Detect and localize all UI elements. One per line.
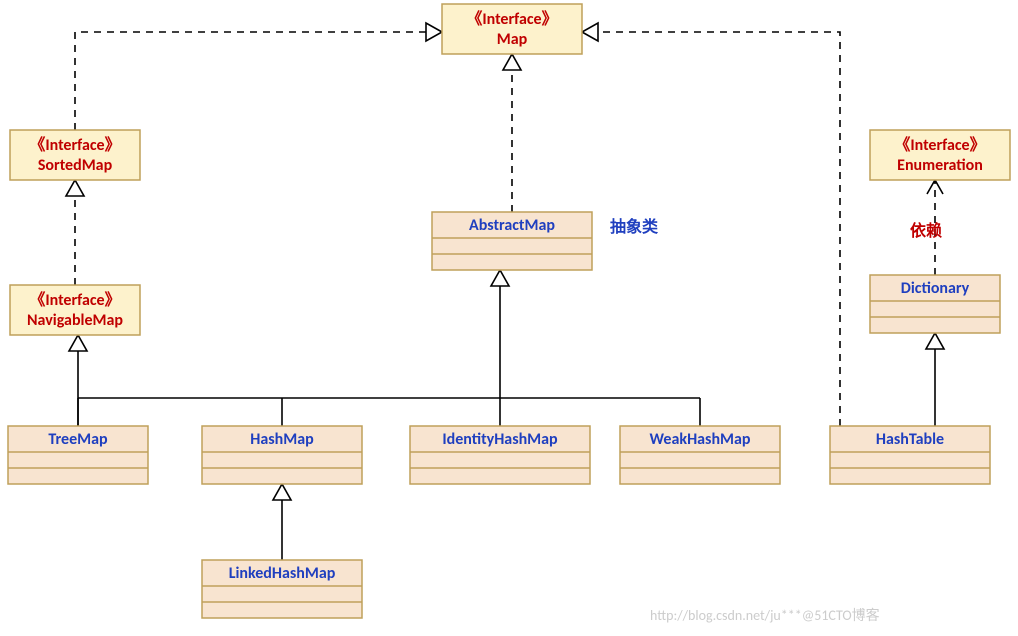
node-dictionary: Dictionary: [870, 275, 1000, 333]
node-title: AbstractMap: [469, 216, 555, 235]
arrowhead-hashTable-to-dict: [926, 333, 944, 349]
arrowhead-bus-to-abstractMap: [491, 270, 509, 286]
node-weakHashMap: WeakHashMap: [620, 426, 780, 484]
node-sortedMap: 《Interface》SortedMap: [10, 130, 140, 180]
label-depend: 依赖: [910, 221, 942, 241]
node-hashTable: HashTable: [830, 426, 990, 484]
edge-sortedMap-to-map: [75, 32, 442, 130]
node-title: IdentityHashMap: [442, 430, 558, 449]
nodes-layer: 《Interface》Map《Interface》SortedMap《Inter…: [8, 4, 1010, 618]
node-title: WeakHashMap: [650, 430, 751, 449]
node-abstractMap: AbstractMap: [432, 212, 592, 270]
node-navigableMap: 《Interface》NavigableMap: [10, 285, 140, 335]
node-title: SortedMap: [38, 156, 113, 175]
label-abstract: 抽象类: [610, 217, 659, 237]
node-title: LinkedHashMap: [229, 564, 336, 583]
node-treeMap: TreeMap: [8, 426, 148, 484]
node-linkedHashMap: LinkedHashMap: [202, 560, 362, 618]
node-enumeration: 《Interface》Enumeration: [870, 130, 1010, 180]
node-title: HashTable: [876, 430, 944, 449]
node-title: Enumeration: [897, 156, 983, 175]
stereotype: 《Interface》: [466, 10, 557, 29]
stereotype: 《Interface》: [29, 291, 120, 310]
node-title: HashMap: [250, 430, 314, 449]
stereotype: 《Interface》: [894, 136, 985, 155]
node-title: Dictionary: [901, 279, 970, 298]
arrowhead-treeMap-to-navigable: [69, 335, 87, 351]
watermark-text: http://blog.csdn.net/ju***@51CTO博客: [650, 607, 880, 624]
node-title: NavigableMap: [27, 311, 123, 330]
arrowhead-hashTable-to-map: [582, 23, 598, 41]
stereotype: 《Interface》: [29, 136, 120, 155]
node-hashMap: HashMap: [202, 426, 362, 484]
node-title: TreeMap: [48, 430, 108, 449]
node-title: Map: [497, 30, 528, 49]
node-identityHashMap: IdentityHashMap: [410, 426, 590, 484]
node-map: 《Interface》Map: [442, 4, 582, 54]
arrowhead-linked-to-hashMap: [273, 484, 291, 500]
arrowhead-abstractMap-to-map: [503, 54, 521, 70]
arrowhead-sortedMap-to-map: [426, 23, 442, 41]
arrowhead-navigable-to-sorted: [66, 180, 84, 196]
